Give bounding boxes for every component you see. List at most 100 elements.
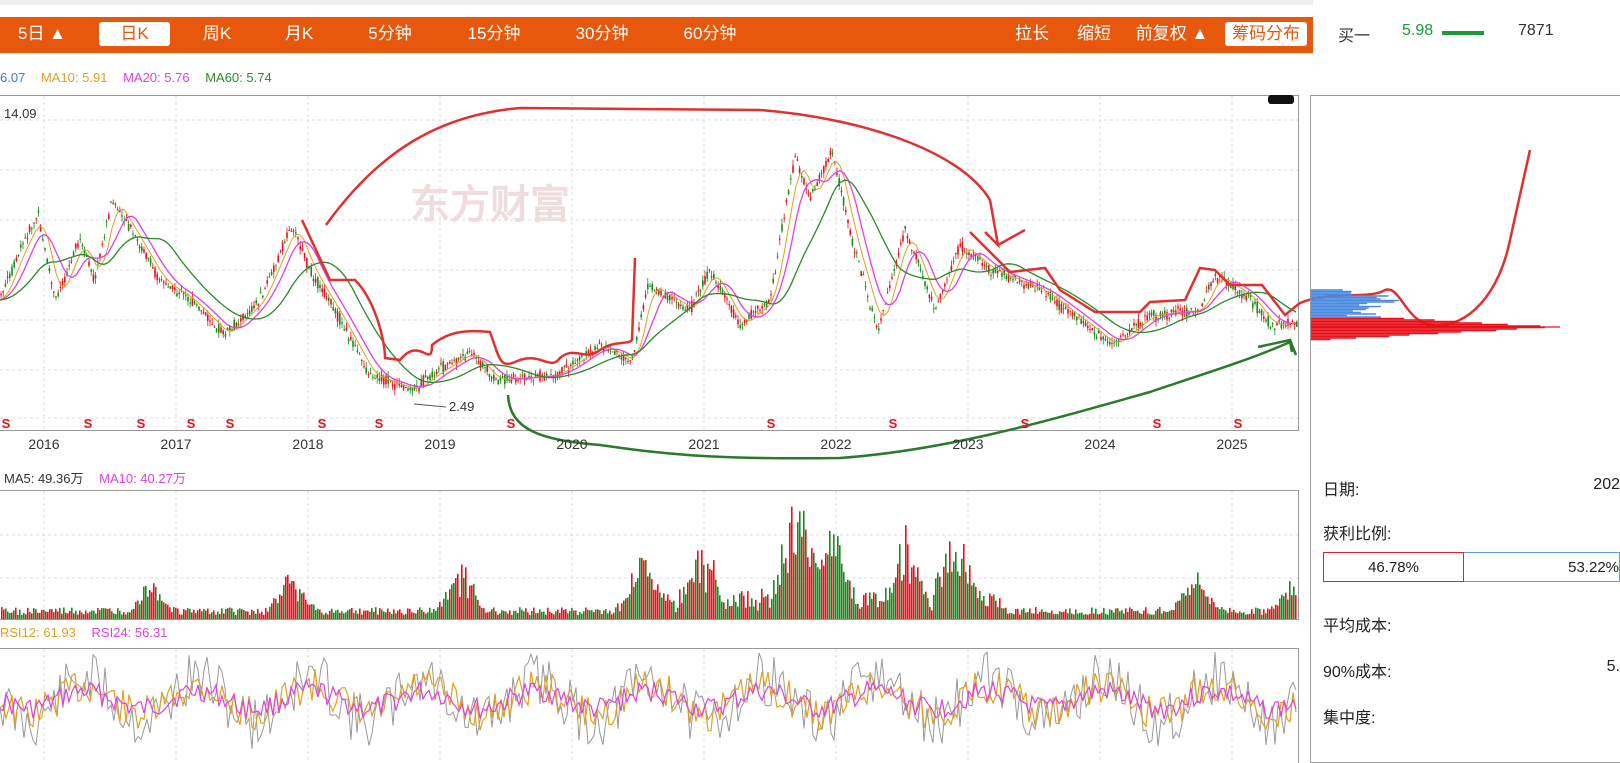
tab-60min[interactable]: 60分钟: [683, 24, 737, 43]
candle-body: [61, 281, 64, 286]
candle-body: [286, 232, 288, 239]
tab-weekly-k[interactable]: 周K: [202, 24, 232, 43]
volume-bar: [1169, 610, 1171, 619]
candle-body: [556, 372, 559, 376]
volume-bar: [111, 611, 113, 619]
candle-body: [521, 375, 524, 377]
candle-body: [732, 309, 735, 318]
volume-bar: [407, 608, 409, 619]
volume-bar: [95, 613, 97, 619]
candle-body: [486, 365, 488, 372]
volume-bar: [167, 604, 169, 619]
tab-monthly-k[interactable]: 月K: [284, 24, 314, 43]
volume-bar: [719, 595, 721, 619]
volume-bar: [823, 565, 825, 619]
volume-bar: [825, 553, 827, 619]
chip-distribution-button[interactable]: 筹码分布: [1225, 22, 1307, 46]
volume-bar: [1141, 613, 1143, 619]
candle-body: [721, 290, 724, 295]
volume-bar: [853, 587, 855, 619]
volume-bar: [751, 598, 753, 619]
volume-bar: [141, 600, 143, 619]
candle-body: [869, 308, 871, 310]
top-divider: [0, 0, 1313, 5]
adjust-dropdown[interactable]: 前复权 ▲: [1135, 24, 1209, 43]
stretch-button[interactable]: 拉长: [1015, 24, 1049, 43]
volume-bar: [303, 592, 305, 619]
candle-body: [587, 350, 590, 354]
volume-bar: [277, 603, 279, 619]
candle-body: [1133, 322, 1135, 326]
candle-body: [413, 384, 416, 390]
volume-bar: [945, 553, 947, 619]
candle-body: [889, 285, 891, 289]
volume-bar: [159, 594, 161, 619]
price-chart-frame[interactable]: [0, 95, 1299, 431]
candle-body: [682, 306, 684, 310]
candle-body: [950, 265, 953, 271]
volume-bar: [229, 607, 231, 619]
candle-body: [684, 309, 686, 311]
candle-body: [306, 258, 308, 268]
tab-daily-k[interactable]: 日K: [99, 22, 170, 46]
candle-body: [277, 255, 279, 262]
candle-body: [391, 384, 394, 387]
tab-30min[interactable]: 30分钟: [575, 24, 629, 43]
scroll-handle[interactable]: [1268, 95, 1294, 104]
candle-body: [937, 301, 939, 303]
volume-bar: [987, 606, 989, 619]
volume-bar: [779, 584, 781, 619]
candle-body: [299, 246, 301, 250]
tab-5day[interactable]: 5日 ▲: [17, 24, 66, 43]
candle-body: [94, 275, 97, 279]
candle-body: [460, 356, 462, 358]
candle-body: [1023, 284, 1025, 289]
volume-bar: [533, 607, 535, 619]
candle-body: [259, 291, 262, 294]
profit-ratio-label: 获利比例:: [1323, 526, 1392, 543]
volume-bar: [667, 594, 669, 619]
candle-body: [209, 320, 211, 322]
volume-bar: [91, 610, 93, 619]
volume-bar: [1133, 611, 1135, 619]
candle-body: [1128, 329, 1131, 334]
volume-bar: [89, 611, 91, 619]
profit-pct: 46.78%: [1323, 552, 1464, 582]
loss-pct: 53.22%: [1464, 552, 1620, 582]
candle-body: [220, 327, 222, 333]
volume-bar: [97, 607, 99, 619]
volume-bar: [269, 606, 271, 619]
tab-15min[interactable]: 15分钟: [467, 24, 521, 43]
volume-bar: [359, 608, 361, 619]
shrink-button[interactable]: 缩短: [1077, 24, 1111, 43]
volume-bar: [35, 609, 37, 619]
rsi-chart-frame[interactable]: [0, 648, 1299, 763]
cost90-value: 5.: [1606, 658, 1620, 675]
candle-body: [512, 374, 515, 378]
volume-bar: [453, 582, 455, 619]
volume-bar: [711, 570, 713, 619]
volume-chart-frame[interactable]: [0, 490, 1299, 620]
volume-bar: [931, 610, 933, 619]
volume-bar: [777, 574, 779, 619]
volume-bar: [105, 608, 107, 619]
volume-bar: [131, 609, 133, 619]
candle-body: [655, 288, 658, 291]
vol-ma10-value: MA10: 40.27万: [99, 471, 186, 486]
volume-bar: [1113, 612, 1115, 619]
candle-body: [526, 378, 528, 380]
volume-bar: [1283, 596, 1285, 619]
order-book-buy1: 买一 5.98 7871: [1338, 20, 1620, 45]
candle-body: [699, 290, 702, 292]
volume-bar: [109, 608, 111, 619]
volume-bar: [745, 607, 747, 619]
volume-bar: [1051, 610, 1053, 619]
tab-5min[interactable]: 5分钟: [368, 24, 412, 43]
candle-body: [977, 256, 979, 261]
volume-bar: [113, 613, 115, 619]
volume-bar: [1061, 612, 1063, 619]
candle-body: [424, 375, 427, 378]
volume-bar: [73, 613, 75, 619]
volume-bar: [797, 522, 799, 619]
candle-body: [908, 240, 911, 244]
